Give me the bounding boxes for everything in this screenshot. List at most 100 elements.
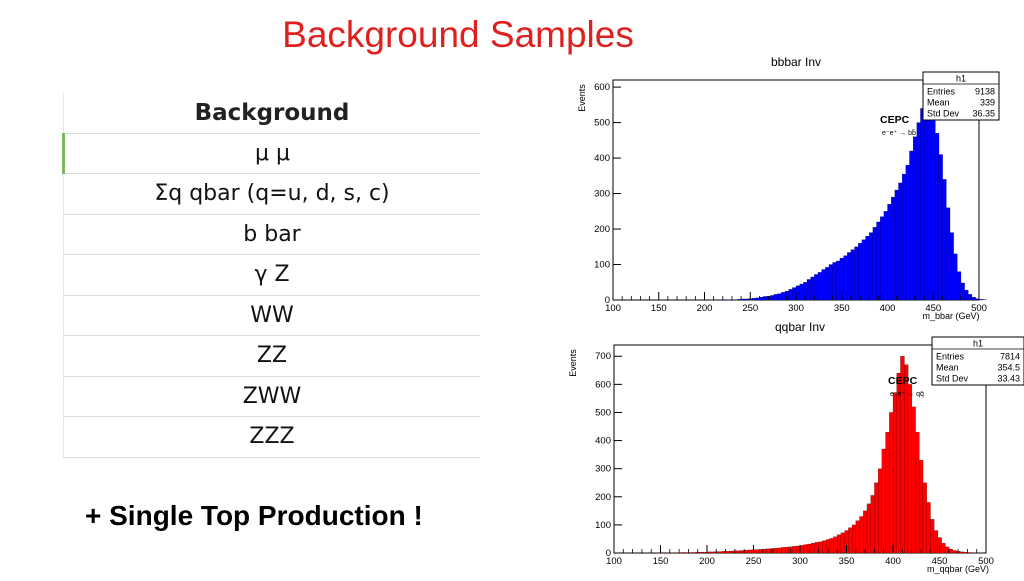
histogram-bar	[847, 252, 851, 300]
histogram-bar	[923, 483, 927, 553]
histogram-bar	[949, 549, 953, 553]
histogram-bar	[741, 299, 745, 300]
histogram-bar	[886, 432, 890, 553]
y-tick-label: 400	[594, 153, 610, 164]
stats-entries-value: 7814	[1000, 352, 1020, 362]
histogram-bar	[837, 535, 841, 553]
histogram-bar	[848, 528, 852, 553]
histogram-bar	[942, 179, 946, 300]
table-row: Σq qbar (q=u, d, s, c)	[64, 174, 481, 215]
histogram-bar	[873, 227, 877, 300]
histogram-bar	[767, 549, 771, 553]
table-cell: WW	[64, 295, 481, 336]
y-tick-label: 200	[594, 224, 610, 235]
histogram-bar	[972, 297, 976, 300]
histogram-bar	[852, 525, 856, 553]
histogram-bar	[964, 290, 968, 300]
y-axis-label: Events	[577, 84, 587, 112]
histogram-bar	[752, 298, 756, 300]
slide-title: Background Samples	[0, 14, 916, 56]
histogram-bar	[939, 155, 943, 300]
histogram-bar	[836, 261, 840, 300]
table-row: ZZ	[64, 336, 481, 377]
table-header-cell: Background	[64, 93, 481, 133]
table-cell: γ Z	[64, 255, 481, 296]
x-tick-label: 400	[885, 556, 901, 567]
histogram-bar	[755, 550, 759, 553]
chart-title: qqbar Inv	[775, 320, 825, 334]
histogram-bar	[718, 552, 722, 553]
histogram-bar	[804, 545, 808, 553]
histogram-bar	[941, 543, 945, 553]
histogram-bar	[880, 217, 884, 300]
histogram-bar	[818, 272, 822, 300]
stats-std_dev-value: 33.43	[997, 374, 1020, 384]
histogram-bar	[833, 262, 837, 300]
histogram-bar	[681, 552, 685, 553]
x-tick-label: 350	[834, 303, 850, 314]
histogram-bar	[729, 551, 733, 553]
stats-std_dev-label: Std Dev	[927, 109, 960, 119]
histogram-bar	[979, 299, 983, 300]
histogram-bar	[841, 533, 845, 553]
x-tick-label: 200	[697, 303, 713, 314]
histogram-bar	[763, 549, 767, 553]
table-cell: ZZ	[64, 336, 481, 377]
histogram-bar	[778, 294, 782, 300]
histogram-bar	[967, 552, 971, 553]
histogram-bar	[913, 137, 917, 300]
stats-std_dev-value: 36.35	[972, 109, 995, 119]
histogram-bar	[807, 279, 811, 300]
histogram-bar	[935, 133, 939, 300]
histogram-bar	[960, 552, 964, 553]
histogram-bar	[781, 547, 785, 553]
histogram-bar	[759, 297, 763, 300]
histogram-bar	[822, 269, 826, 300]
histogram-bar	[770, 295, 774, 300]
histogram-bar	[869, 233, 873, 300]
histogram-bar	[793, 546, 797, 553]
y-tick-label: 100	[594, 260, 610, 271]
table-cell: b bar	[64, 214, 481, 255]
histogram-bar	[819, 542, 823, 553]
y-tick-label: 300	[594, 189, 610, 200]
histogram-bar	[796, 286, 800, 300]
histogram-bar	[931, 115, 935, 300]
y-tick-label: 600	[595, 379, 611, 390]
histogram-bar	[825, 267, 829, 300]
table-cell: Σq qbar (q=u, d, s, c)	[64, 174, 481, 215]
histogram-bar	[953, 254, 957, 300]
histogram-bar	[844, 256, 848, 300]
stats-name: h1	[973, 339, 983, 349]
histogram-bar	[785, 547, 789, 553]
x-tick-label: 150	[651, 303, 667, 314]
table-cell: μ μ	[64, 133, 481, 174]
stats-mean-value: 339	[980, 98, 995, 108]
histogram-bar	[912, 407, 916, 553]
histogram-bar	[919, 460, 923, 553]
x-tick-label: 400	[880, 303, 896, 314]
x-tick-label: 100	[606, 556, 622, 567]
histogram-bar	[882, 449, 886, 553]
table-row: b bar	[64, 214, 481, 255]
histogram-bar	[946, 208, 950, 300]
process-label: e⁻e⁺ → bb̄	[882, 129, 916, 137]
x-tick-label: 100	[605, 303, 621, 314]
histogram-bar	[851, 250, 855, 300]
x-tick-label: 150	[653, 556, 669, 567]
histogram-bar	[897, 373, 901, 553]
histogram-bar	[926, 502, 930, 553]
y-tick-label: 100	[595, 520, 611, 531]
histogram-bar	[726, 551, 730, 553]
histogram-bar	[700, 552, 704, 553]
table-header-row: Background	[64, 93, 481, 133]
histogram-bar	[829, 265, 833, 300]
histogram-bar	[863, 511, 867, 553]
x-tick-label: 300	[792, 556, 808, 567]
stats-std_dev-label: Std Dev	[936, 374, 969, 384]
histogram-bar	[814, 274, 818, 300]
histogram-bar	[877, 222, 881, 300]
x-tick-label: 250	[746, 556, 762, 567]
x-tick-label: 350	[839, 556, 855, 567]
